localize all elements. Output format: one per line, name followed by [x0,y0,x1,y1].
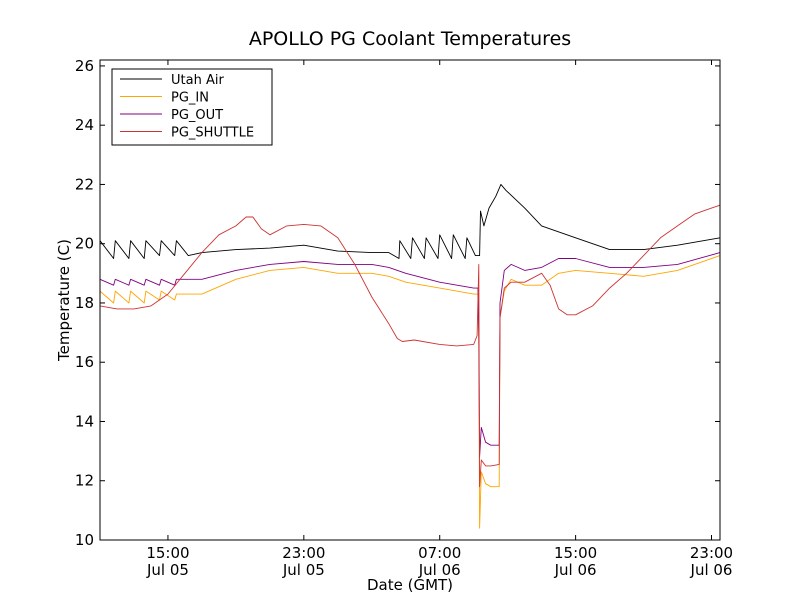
y-tick-label: 12 [75,472,94,490]
series-layer [99,183,721,529]
x-tick-label-time: 15:00 [554,544,597,562]
x-tick-label-time: 23:00 [690,544,733,562]
y-axis-label: Temperature (C) [55,239,73,362]
x-tick-label-date: Jul 06 [690,561,733,579]
x-tick-label-date: Jul 05 [146,561,189,579]
y-axis: 10 12 14 16 18 20 22 24 26 [75,57,720,549]
legend-label: PG_SHUTTLE [171,126,254,141]
x-axis-label: Date (GMT) [367,576,453,594]
legend-box [111,68,273,146]
y-tick-label: 26 [75,57,94,75]
x-tick-label-date: Jul 06 [418,561,461,579]
x-tick-label-time: 23:00 [282,544,325,562]
plot-frame [99,59,721,541]
y-tick-label: 24 [75,116,94,134]
y-tick-label: 18 [75,294,94,312]
y-tick-label: 20 [75,235,94,253]
y-tick-label: 22 [75,175,94,193]
y-tick-label: 10 [75,531,94,549]
x-tick-label-date: Jul 06 [554,561,597,579]
legend-label: PG_IN [171,91,209,106]
chart-title: APOLLO PG Coolant Temperatures [249,28,571,50]
legend-label: Utah Air [171,73,224,88]
series-line-pg-shuttle [99,204,721,488]
legend: Utah Air PG_IN PG_OUT PG_SHUTTLE [111,68,273,146]
series-line-pg-out [99,252,721,458]
x-tick-label-date: Jul 05 [282,561,325,579]
x-tick-label-time: 07:00 [418,544,461,562]
series-line-utah-air [99,183,721,259]
x-tick-label-time: 15:00 [146,544,189,562]
y-tick-label: 14 [75,412,94,430]
series-line-pg-in [99,255,721,529]
y-tick-label: 16 [75,353,94,371]
legend-label: PG_OUT [171,108,223,123]
